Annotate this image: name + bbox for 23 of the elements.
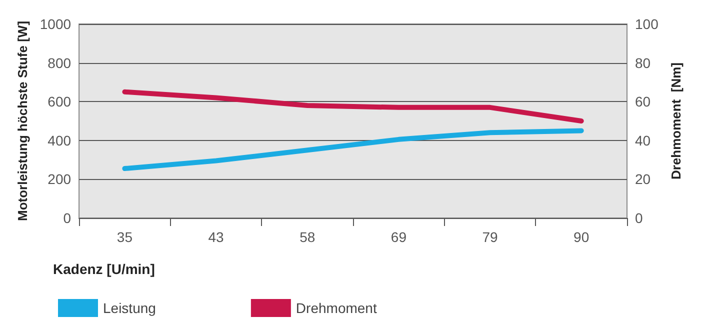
y-tick-label: 600 <box>48 94 72 110</box>
y2-tick-label: 20 <box>635 171 651 188</box>
y2-tick-label: 60 <box>635 94 651 110</box>
y2-tick-label: 80 <box>635 54 651 71</box>
y2-axis-title: Drehmoment [Nm] <box>668 62 684 180</box>
y-tick-label: 200 <box>48 171 72 188</box>
x-tick-label: 90 <box>574 229 590 245</box>
x-tick-label: 43 <box>208 229 224 245</box>
y-tick-label: 400 <box>48 132 72 148</box>
y-tick-label: 0 <box>63 210 72 226</box>
legend-label: Drehmoment <box>296 300 377 316</box>
y-axis-title: Motorleistung höchste Stufe [W] <box>15 20 30 222</box>
x-tick-label: 58 <box>300 229 316 245</box>
y2-tick-label: 0 <box>635 210 643 226</box>
x-tick-label: 79 <box>482 229 498 245</box>
y-tick-label: 1000 <box>40 16 72 32</box>
x-tick-label: 35 <box>116 229 133 245</box>
y-tick-label: 800 <box>48 54 72 71</box>
x-tick-label: 69 <box>390 229 407 245</box>
y2-tick-label: 100 <box>635 16 659 32</box>
x-axis-title: Kadenz [U/min] <box>53 261 155 277</box>
legend-label: Leistung <box>103 300 156 316</box>
y2-tick-label: 40 <box>635 132 651 148</box>
